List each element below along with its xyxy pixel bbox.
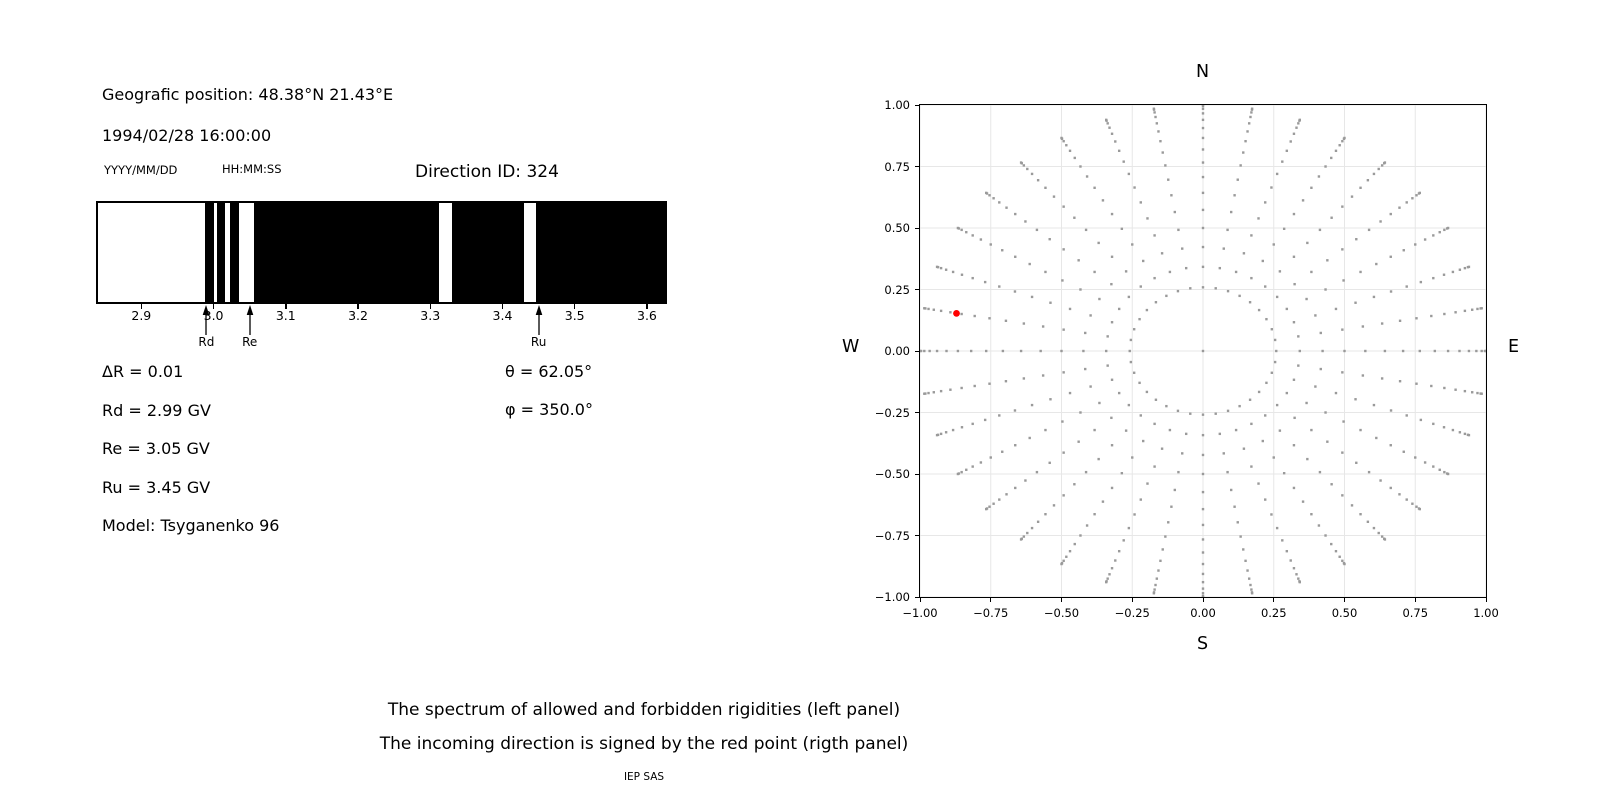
figure-caption: The spectrum of allowed and forbidden ri… — [380, 700, 909, 783]
y-tick-label: 0.00 — [884, 344, 910, 358]
x-tick-label: 3.3 — [420, 308, 441, 323]
x-tick — [1202, 598, 1204, 602]
phi-value: φ = 350.0° — [505, 400, 593, 419]
forbidden-band — [217, 203, 226, 302]
direction-dots — [918, 103, 1488, 599]
date-format-label: YYYY/MM/DD — [104, 163, 178, 177]
re-arrow-icon — [243, 305, 257, 340]
geo-position-text: Geografic position: 48.38°N 21.43°E — [102, 85, 394, 104]
x-tick — [646, 304, 648, 309]
x-tick — [1485, 598, 1487, 602]
delta-r-value: ΔR = 0.01 — [102, 362, 184, 381]
y-tick-label: 0.50 — [884, 221, 910, 235]
ru-value: Ru = 3.45 GV — [102, 478, 211, 497]
y-tick-label: −1.00 — [874, 590, 910, 604]
x-tick-label: 0.50 — [1331, 606, 1358, 620]
x-tick — [1273, 598, 1275, 602]
forbidden-band — [254, 203, 439, 302]
x-tick — [1344, 598, 1345, 602]
y-tick — [915, 289, 919, 290]
y-tick — [915, 596, 919, 598]
x-tick-label: 3.1 — [275, 308, 296, 323]
re-value: Re = 3.05 GV — [102, 439, 210, 458]
y-tick-label: 1.00 — [884, 98, 910, 112]
x-tick-label: −1.00 — [902, 606, 938, 620]
direction-scatter-svg — [918, 103, 1488, 599]
y-tick-label: −0.75 — [874, 528, 910, 543]
y-tick — [915, 412, 919, 413]
caption-credit: IEP SAS — [623, 771, 665, 783]
compass-label-west: W — [842, 337, 860, 357]
x-tick-label: −0.75 — [973, 606, 1009, 620]
x-tick-label: 3.2 — [348, 308, 368, 323]
model-name: Model: Tsyganenko 96 — [102, 516, 280, 535]
forbidden-band — [229, 203, 239, 302]
y-tick-label: −0.25 — [874, 405, 910, 420]
forbidden-band — [451, 203, 525, 302]
rd-arrow-icon — [199, 305, 213, 340]
y-tick — [915, 166, 919, 167]
x-tick-label: 3.4 — [492, 308, 513, 323]
red-incoming-direction-point — [953, 310, 960, 317]
ru-marker-label: Ru — [530, 335, 547, 349]
x-tick — [140, 304, 143, 309]
caption-line-2: The incoming direction is signed by the … — [379, 734, 909, 754]
time-format-label: HH:MM:SS — [222, 162, 282, 176]
y-tick-label: 0.25 — [884, 282, 910, 297]
y-tick — [915, 227, 919, 229]
x-tick — [429, 304, 431, 309]
x-tick — [990, 598, 992, 602]
x-tick-label: −0.25 — [1114, 606, 1150, 620]
x-tick-label: 0.75 — [1402, 606, 1429, 620]
spectrum-plot — [96, 201, 667, 304]
direction-id-text: Direction ID: 324 — [415, 162, 559, 182]
x-tick-label: 0.25 — [1260, 606, 1287, 620]
x-tick-label: 1.00 — [1473, 606, 1499, 620]
theta-value: θ = 62.05° — [505, 362, 593, 381]
x-tick-label: 2.9 — [131, 308, 152, 323]
compass-label-east: E — [1508, 337, 1520, 357]
x-tick-label: 3.0 — [203, 308, 224, 323]
x-tick — [285, 304, 287, 309]
x-tick-label: −0.50 — [1043, 606, 1080, 620]
y-tick — [915, 104, 919, 106]
forbidden-band — [204, 203, 214, 302]
x-tick-label: 3.5 — [564, 308, 585, 323]
forbidden-band — [535, 203, 665, 302]
re-marker-label: Re — [242, 335, 258, 349]
y-tick — [915, 535, 919, 536]
x-tick-label: 3.6 — [636, 308, 657, 323]
x-tick — [357, 304, 359, 309]
ru-arrow-icon — [532, 305, 546, 340]
x-tick — [501, 304, 504, 309]
y-tick — [915, 473, 919, 475]
datetime-text: 1994/02/28 16:00:00 — [102, 126, 272, 145]
direction-plot — [918, 103, 1488, 599]
y-tick — [915, 350, 919, 352]
caption-line-1: The spectrum of allowed and forbidden ri… — [387, 700, 901, 720]
rd-value: Rd = 2.99 GV — [102, 401, 211, 420]
x-tick-label: 0.00 — [1190, 606, 1216, 620]
compass-label-north: N — [1196, 62, 1210, 82]
x-tick — [1061, 598, 1062, 602]
compass-label-south: S — [1197, 634, 1209, 654]
x-tick — [573, 304, 576, 309]
x-tick — [1131, 598, 1133, 602]
y-tick-label: −0.50 — [874, 467, 910, 481]
rd-marker-label: Rd — [198, 335, 215, 349]
x-tick — [1414, 598, 1416, 602]
x-tick — [919, 598, 921, 602]
y-tick-label: 0.75 — [884, 159, 910, 174]
x-tick — [212, 304, 215, 309]
